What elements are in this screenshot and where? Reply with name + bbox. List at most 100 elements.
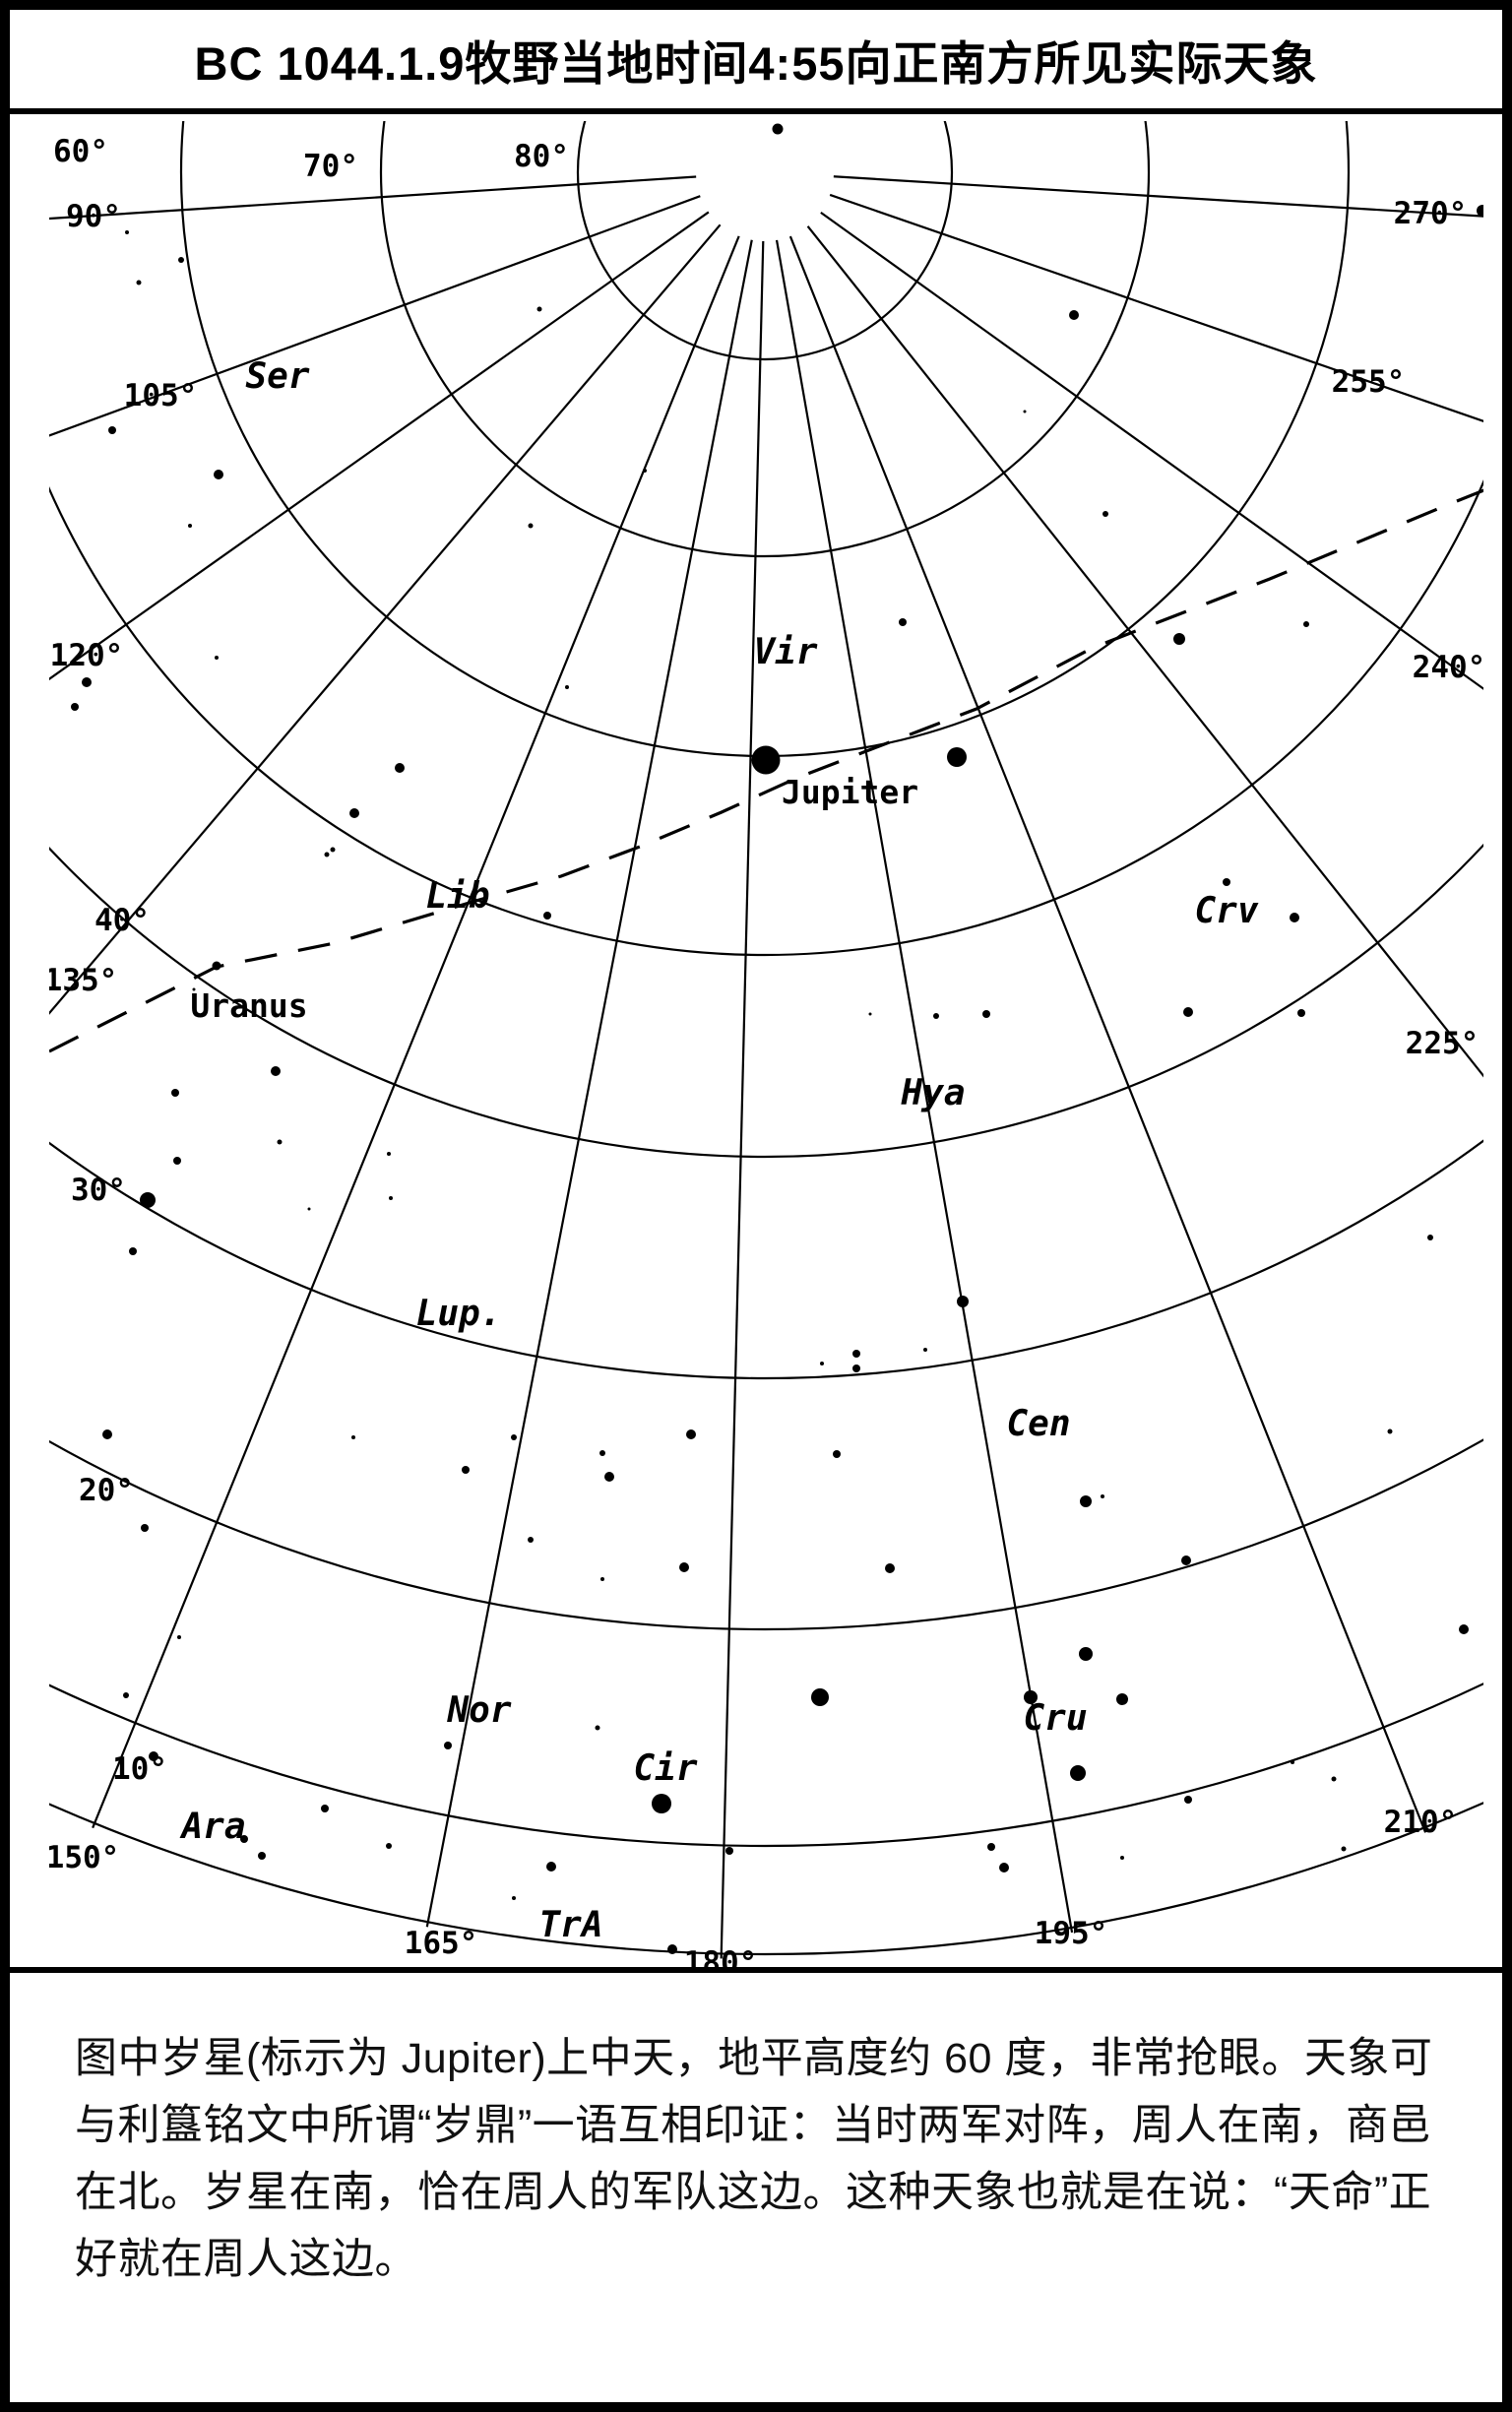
caption-box: 图中岁星(标示为 Jupiter)上中天，地平高度约 60 度，非常抢眼。天象可… — [10, 1967, 1502, 2402]
star-dot — [1173, 633, 1185, 645]
star-dot — [820, 1362, 824, 1365]
star-dot — [528, 1537, 534, 1543]
azimuth-label-240: 240° — [1413, 650, 1486, 685]
star-dot — [947, 747, 967, 767]
star-dot — [1101, 1494, 1104, 1498]
altitude-arc — [576, 121, 954, 361]
azimuth-labels: 90° 105° 120° 135° 150° 165° 180° 195° 210° 225° 2… — [44, 196, 1486, 1967]
star-dot — [1181, 1555, 1191, 1565]
uranus-dot — [212, 961, 221, 971]
star-dot — [652, 1794, 671, 1813]
chart-content: Jupiter Uranus 90° 105° 120° 135° 150° 165° 180°… — [44, 121, 1506, 1967]
constellation-label-tra: TrA — [538, 1905, 602, 1945]
constellation-label-nor: Nor — [446, 1690, 511, 1731]
star-dot — [149, 1751, 158, 1761]
altitude-label-20: 20° — [79, 1473, 134, 1508]
constellation-label-ser: Ser — [245, 356, 309, 397]
star-dot — [321, 1805, 329, 1812]
star-dot — [667, 1944, 677, 1954]
star-dot — [868, 1012, 872, 1016]
star-dot — [136, 280, 142, 286]
azimuth-line-135 — [49, 223, 722, 1015]
star-dot — [173, 1157, 181, 1165]
star-dot — [600, 1577, 604, 1581]
star-dot — [1024, 1690, 1038, 1704]
star-dot — [1102, 511, 1108, 517]
azimuth-label-150: 150° — [46, 1840, 120, 1875]
ecliptic-dashed-line — [49, 488, 1483, 1053]
azimuth-label-165: 165° — [405, 1926, 478, 1961]
star-dot — [1387, 1428, 1393, 1434]
star-dot — [772, 123, 784, 135]
constellation-label-hya: Hya — [900, 1073, 965, 1113]
azimuth-label-270: 270° — [1394, 196, 1468, 231]
azimuth-spokes — [49, 175, 1483, 1959]
azimuth-line-210 — [788, 235, 1427, 1833]
star-chart-svg: Jupiter Uranus 90° 105° 120° 135° 150° 165° 180°… — [44, 121, 1506, 1967]
star-dot — [643, 469, 647, 473]
azimuth-line-90 — [49, 175, 697, 221]
altitude-arc — [380, 121, 1150, 557]
star-dot — [1341, 1846, 1347, 1852]
altitude-label-30: 30° — [71, 1173, 126, 1208]
altitude-arc — [49, 1801, 1483, 1955]
star-dot — [349, 808, 359, 818]
star-dot — [987, 1843, 995, 1851]
constellation-label-vir: Vir — [753, 632, 817, 672]
star-dot — [1477, 205, 1483, 217]
azimuth-line-150 — [92, 235, 740, 1829]
star-dot — [811, 1688, 829, 1706]
stars — [71, 123, 1506, 1954]
star-dot — [1069, 310, 1079, 320]
star-dot — [885, 1563, 895, 1573]
star-dot — [957, 1296, 969, 1307]
star-dot — [1290, 913, 1299, 922]
constellation-label-lup: Lup. — [416, 1294, 502, 1334]
azimuth-line-225 — [806, 225, 1483, 1078]
star-dot — [444, 1742, 452, 1749]
chart-title: BC 1044.1.9牧野当地时间4:55向正南方所见实际天象 — [194, 36, 1318, 90]
altitude-label-40: 40° — [94, 903, 150, 938]
azimuth-line-240 — [820, 211, 1483, 690]
star-dot — [123, 1692, 129, 1698]
star-dot — [462, 1466, 470, 1474]
star-dot — [171, 1089, 179, 1097]
star-dot — [102, 1429, 112, 1439]
constellation-label-crv: Crv — [1194, 891, 1258, 931]
star-dot — [178, 257, 184, 263]
constellation-labels: Ser Vir Lib Crv Hya Lup. Cen Nor Cir Cru Ara TrA — [179, 356, 1258, 1945]
star-dot — [1427, 1235, 1433, 1240]
azimuth-label-135: 135° — [44, 963, 118, 998]
star-dot — [982, 1010, 990, 1018]
azimuth-line-180 — [720, 240, 765, 1959]
star-dot — [82, 677, 92, 687]
star-dot — [1459, 1624, 1469, 1634]
altitude-label-60: 60° — [53, 134, 108, 169]
star-dot — [511, 1434, 517, 1440]
star-dot — [1116, 1693, 1128, 1705]
star-dot — [852, 1350, 860, 1358]
altitude-label-10: 10° — [112, 1751, 167, 1787]
star-dot — [686, 1429, 696, 1439]
star-dot — [215, 656, 219, 660]
jupiter-label: Jupiter — [782, 773, 918, 811]
altitude-label-70: 70° — [303, 149, 358, 184]
azimuth-line-165 — [425, 239, 753, 1928]
star-dot — [933, 1013, 939, 1019]
star-dot — [1223, 878, 1230, 886]
star-dot — [214, 470, 223, 479]
jupiter-dot — [751, 745, 781, 775]
azimuth-label-105: 105° — [124, 378, 198, 413]
star-dot — [1331, 1776, 1337, 1782]
star-dot — [833, 1450, 841, 1458]
star-dot — [1501, 1487, 1506, 1492]
star-dot — [307, 1207, 311, 1211]
azimuth-label-90: 90° — [66, 199, 121, 234]
star-dot — [1184, 1796, 1192, 1804]
star-dot — [1297, 1009, 1305, 1017]
star-dot — [140, 1192, 156, 1208]
constellation-label-cru: Cru — [1023, 1698, 1087, 1739]
azimuth-line-195 — [775, 239, 1074, 1934]
star-dot — [546, 1862, 556, 1872]
